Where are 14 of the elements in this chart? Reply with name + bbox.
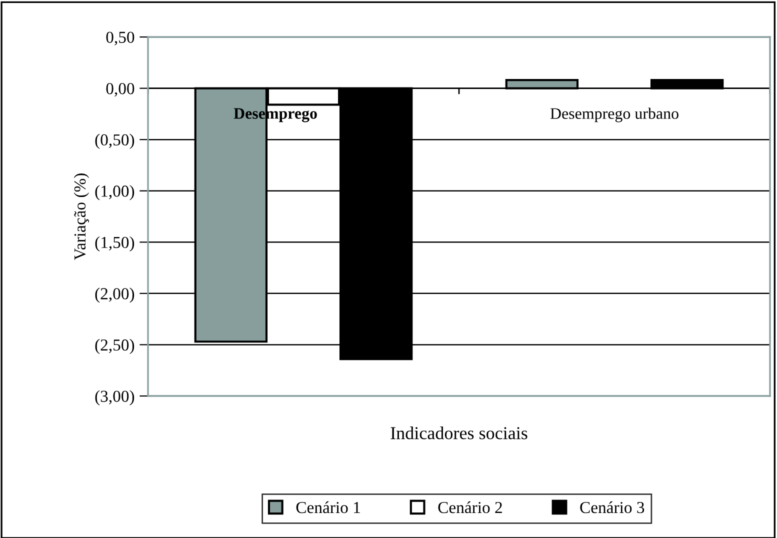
- y-tick-label: (1,50): [95, 236, 134, 252]
- y-tick-label: 0,50: [106, 32, 134, 46]
- legend-label: Cenário 2: [438, 501, 502, 514]
- x-axis-title: Indicadores sociais: [390, 426, 528, 440]
- legend-label: Cenário 3: [580, 501, 644, 514]
- y-tick-label: (2,50): [95, 338, 134, 354]
- y-tick-label: (1,00): [95, 185, 134, 200]
- y-tick-label: (3,00): [95, 390, 134, 406]
- x-tick-label: Desemprego urbano: [550, 108, 678, 122]
- y-tick-label: 0,00: [106, 82, 134, 97]
- y-tick-label: (0,50): [95, 134, 134, 149]
- y-axis-title: Variação (%): [74, 174, 89, 260]
- legend-label: Cenário 1: [296, 501, 360, 514]
- y-tick-label: (2,00): [95, 288, 134, 303]
